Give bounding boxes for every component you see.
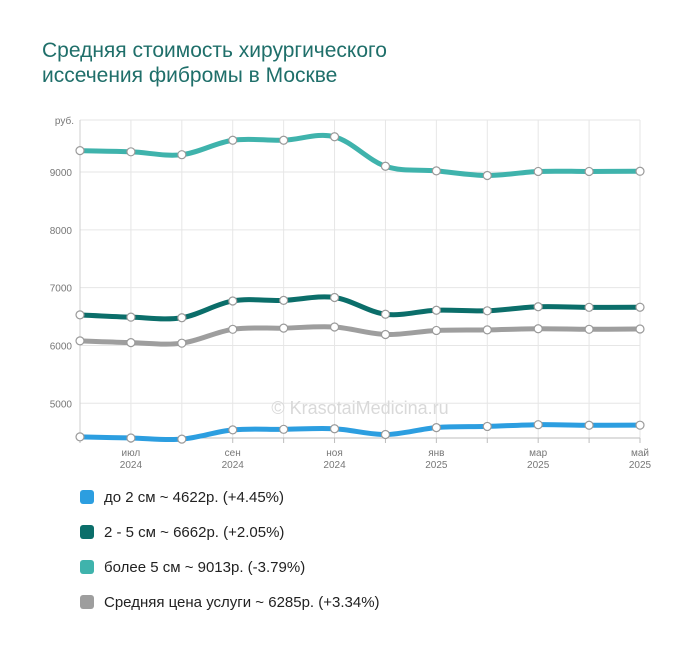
- data-point: [584, 420, 594, 430]
- x-tick-label-month: янв: [428, 448, 444, 459]
- legend-swatch: [80, 525, 94, 539]
- data-point: [75, 310, 85, 320]
- data-point: [431, 166, 441, 176]
- legend-label: до 2 см ~ 4622р. (+4.45%): [104, 488, 285, 506]
- y-tick-label: 9000: [50, 168, 73, 179]
- data-point: [584, 324, 594, 334]
- x-tick-label-year: 2025: [629, 460, 652, 471]
- series-line: [77, 422, 643, 443]
- legend-item-over-5cm[interactable]: более 5 см ~ 9013р. (-3.79%): [80, 558, 380, 576]
- data-point: [329, 132, 340, 142]
- y-tick-label: 7000: [50, 284, 73, 295]
- legend: до 2 см ~ 4622р. (+4.45%) 2 - 5 см ~ 666…: [80, 488, 380, 628]
- data-point: [482, 170, 492, 181]
- data-point: [431, 422, 441, 433]
- legend-swatch: [80, 490, 94, 504]
- legend-label: более 5 см ~ 9013р. (-3.79%): [104, 558, 306, 576]
- data-point: [75, 336, 85, 346]
- y-tick-label: 5000: [50, 399, 73, 410]
- x-tick-label-month: сен: [225, 448, 241, 459]
- data-point: [380, 309, 391, 319]
- data-point: [635, 324, 645, 334]
- x-tick-label-month: мар: [529, 448, 547, 459]
- data-point: [431, 325, 441, 336]
- data-point: [177, 434, 187, 444]
- data-point: [533, 302, 543, 312]
- legend-swatch: [80, 560, 94, 574]
- data-point: [482, 325, 492, 335]
- data-point: [126, 312, 136, 322]
- legend-label: Средняя цена услуги ~ 6285р. (+3.34%): [104, 593, 380, 611]
- data-point: [228, 296, 238, 306]
- data-point: [279, 424, 289, 434]
- data-point: [279, 135, 289, 145]
- data-point: [329, 424, 340, 434]
- series-line: [77, 294, 643, 322]
- x-tick-label-month: май: [631, 448, 649, 459]
- data-point: [329, 292, 340, 303]
- legend-swatch: [80, 595, 94, 609]
- x-tick-label-month: ноя: [326, 448, 343, 459]
- data-point: [75, 432, 85, 442]
- legend-item-average[interactable]: Средняя цена услуги ~ 6285р. (+3.34%): [80, 593, 380, 611]
- legend-item-under-2cm[interactable]: до 2 см ~ 4622р. (+4.45%): [80, 488, 380, 506]
- chart-title-text: Средняя стоимость хирургического иссечен…: [42, 39, 387, 87]
- data-point: [177, 150, 187, 160]
- y-tick-label: 6000: [50, 341, 73, 352]
- x-tick-label-year: 2024: [222, 460, 245, 471]
- data-point: [482, 306, 492, 316]
- legend-label: 2 - 5 см ~ 6662р. (+2.05%): [104, 523, 285, 541]
- data-point: [279, 323, 289, 333]
- x-tick-label-year: 2025: [527, 460, 550, 471]
- data-point: [584, 166, 594, 177]
- data-point: [533, 324, 543, 334]
- series-line: [77, 132, 643, 179]
- data-point: [279, 295, 289, 305]
- data-point: [228, 324, 238, 334]
- series-line: [77, 324, 643, 347]
- x-tick-label-year: 2025: [425, 460, 448, 471]
- data-point: [228, 425, 238, 435]
- data-point: [126, 433, 136, 443]
- data-point: [431, 305, 441, 315]
- data-point: [380, 329, 391, 340]
- data-point: [75, 146, 85, 156]
- data-point: [533, 420, 543, 430]
- x-tick-label-year: 2024: [323, 460, 346, 471]
- data-point: [482, 421, 492, 432]
- data-point: [177, 313, 187, 323]
- data-point: [584, 302, 594, 312]
- data-point: [533, 166, 543, 177]
- x-tick-label-month: июл: [122, 448, 141, 459]
- data-point: [635, 166, 645, 176]
- x-tick-label-year: 2024: [120, 460, 143, 471]
- y-axis-unit-label: руб.: [55, 115, 74, 127]
- data-point: [380, 161, 391, 171]
- legend-item-2-5cm[interactable]: 2 - 5 см ~ 6662р. (+2.05%): [80, 523, 380, 541]
- data-point: [635, 420, 645, 430]
- watermark: © KrasotaiMedicina.ru: [271, 398, 448, 418]
- y-tick-label: 8000: [50, 226, 73, 237]
- data-point: [126, 338, 136, 348]
- data-point: [635, 302, 645, 312]
- data-point: [228, 135, 238, 145]
- chart-title: Средняя стоимость хирургического иссечен…: [42, 38, 462, 88]
- data-point: [380, 429, 391, 440]
- data-point: [177, 338, 187, 348]
- data-point: [329, 322, 340, 332]
- data-point: [126, 147, 136, 157]
